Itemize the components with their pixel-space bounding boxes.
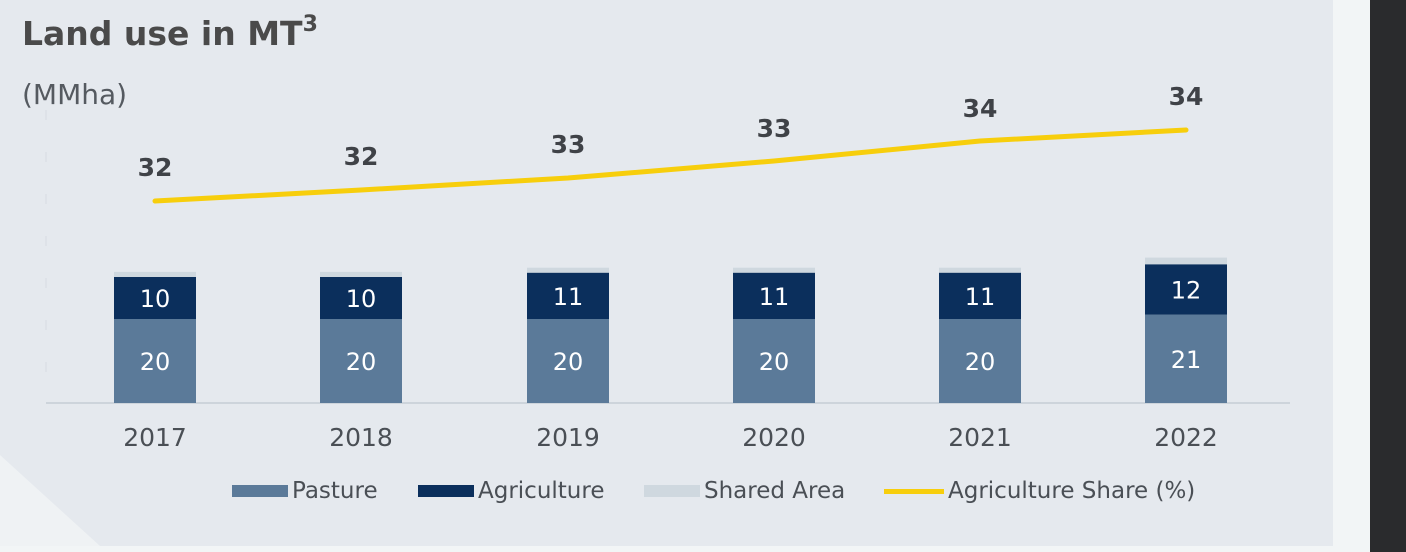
legend-swatch-agriculture-share [884,488,944,494]
chart-title: Land use in MT3 [22,12,318,53]
share-label-2018: 32 [344,142,379,171]
bar-shared-area-2022 [1145,257,1227,265]
bar-agriculture-2022 [1145,264,1227,315]
legend-label-shared-area: Shared Area [704,478,846,504]
bar-pasture-2020 [733,319,815,403]
legend-swatch-agriculture [418,485,474,497]
legend-label-agriculture: Agriculture [478,478,605,504]
bar-shared-area-2021 [939,267,1021,273]
share-label-2017: 32 [138,153,173,182]
data-label-pasture-2022: 21 [1171,346,1202,374]
share-label-2022: 34 [1169,82,1204,111]
bar-agriculture-2018 [320,277,402,319]
legend-swatch-pasture [232,485,288,497]
legend-swatch-shared-area [644,485,700,497]
x-tick-label-2022: 2022 [1154,423,1218,452]
bar-shared-area-2018 [320,271,402,277]
data-label-agriculture-2020: 11 [759,283,790,311]
data-label-agriculture-2022: 12 [1171,277,1202,305]
unit-label: (MMha) [22,78,128,111]
x-tick-label-2020: 2020 [742,423,806,452]
x-tick-label-2017: 2017 [123,423,187,452]
x-tick-label-2021: 2021 [948,423,1012,452]
legend-label-agriculture-share: Agriculture Share (%) [948,478,1196,504]
data-label-pasture-2017: 20 [140,348,171,376]
bar-agriculture-2021 [939,272,1021,319]
data-label-agriculture-2018: 10 [346,285,377,313]
bar-pasture-2021 [939,319,1021,403]
data-label-agriculture-2019: 11 [553,283,584,311]
legend-label-pasture: Pasture [292,478,378,504]
data-label-pasture-2021: 20 [965,348,996,376]
bar-agriculture-2020 [733,272,815,319]
bar-agriculture-2017 [114,277,196,319]
x-tick-label-2018: 2018 [329,423,393,452]
line-agriculture-share [152,127,1189,204]
share-label-2020: 33 [757,114,792,143]
bar-pasture-2022 [1145,314,1227,403]
bar-shared-area-2019 [527,267,609,273]
bar-shared-area-2020 [733,267,815,273]
data-label-pasture-2018: 20 [346,348,377,376]
chart-panel [0,0,1333,546]
data-label-pasture-2020: 20 [759,348,790,376]
legend-item-shared-area: Shared Area [644,478,845,504]
bar-shared-area-2017 [114,271,196,277]
share-label-2019: 33 [551,130,586,159]
x-tick-label-2019: 2019 [536,423,600,452]
legend-item-agriculture: Agriculture [418,478,605,504]
data-label-agriculture-2017: 10 [140,285,171,313]
legend-item-agriculture-share: Agriculture Share (%) [884,478,1195,504]
title-superscript: 3 [302,12,318,37]
side-bar [1370,0,1406,552]
data-label-pasture-2019: 20 [553,348,584,376]
share-label-2021: 34 [963,94,998,123]
data-label-agriculture-2021: 11 [965,283,996,311]
bar-pasture-2018 [320,319,402,403]
bar-pasture-2017 [114,319,196,403]
bar-agriculture-2019 [527,272,609,319]
bar-pasture-2019 [527,319,609,403]
legend-item-pasture: Pasture [232,478,378,504]
